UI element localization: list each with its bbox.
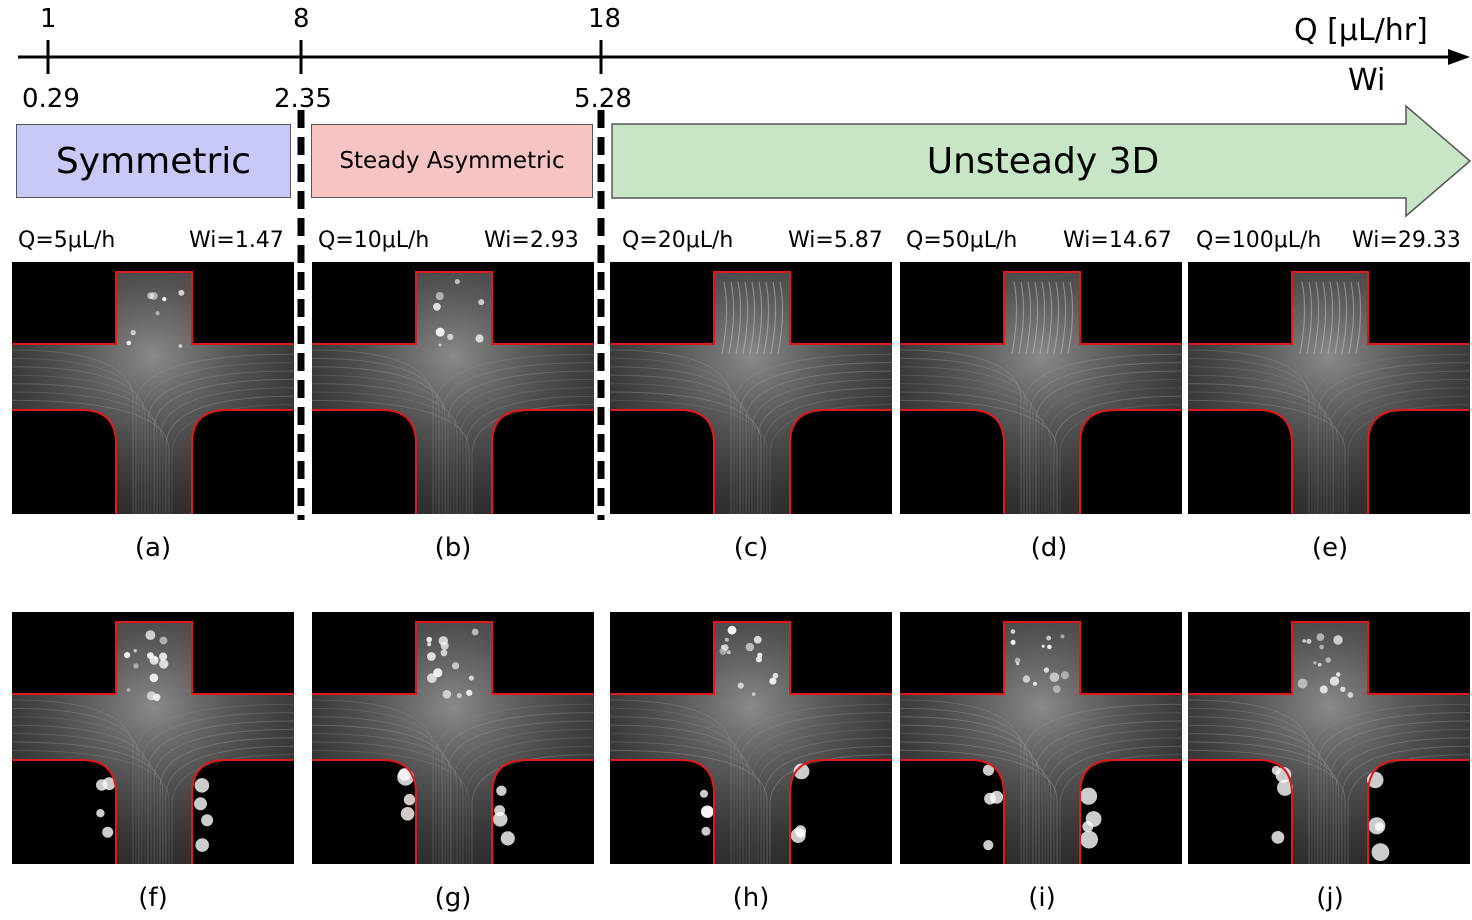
caption-h: (h) bbox=[732, 883, 770, 913]
caption-i: (i) bbox=[1028, 883, 1056, 913]
regime-unsteady-arrow bbox=[611, 104, 1472, 218]
micrograph-g bbox=[312, 612, 594, 864]
caption-f: (f) bbox=[138, 883, 168, 913]
caption-j: (j) bbox=[1316, 883, 1344, 913]
wi-tick-5.28: 5.28 bbox=[574, 84, 632, 114]
q-axis-label: Q [μL/hr] bbox=[1294, 13, 1428, 48]
wi-tick-2.35: 2.35 bbox=[274, 84, 332, 114]
micrograph-b bbox=[312, 262, 594, 514]
q-tick-8: 8 bbox=[293, 4, 310, 34]
cond-wi-b: Wi=2.93 bbox=[484, 228, 579, 253]
cond-wi-d: Wi=14.67 bbox=[1063, 228, 1172, 253]
caption-a: (a) bbox=[134, 533, 172, 563]
micrograph-j bbox=[1188, 612, 1470, 864]
caption-c: (c) bbox=[733, 533, 769, 563]
micrograph-d bbox=[900, 262, 1182, 514]
regime-label: Unsteady 3D bbox=[926, 140, 1160, 182]
cond-q-b: Q=10μL/h bbox=[318, 228, 430, 253]
cond-q-d: Q=50μL/h bbox=[906, 228, 1018, 253]
q-tick-18: 18 bbox=[588, 4, 622, 34]
regime-symmetric: Symmetric bbox=[16, 124, 291, 198]
caption-d: (d) bbox=[1030, 533, 1068, 563]
cond-q-c: Q=20μL/h bbox=[622, 228, 734, 253]
micrograph-a bbox=[12, 262, 294, 514]
flow-axis bbox=[18, 40, 1470, 74]
regime-label: Symmetric bbox=[55, 140, 252, 182]
cond-q-e: Q=100μL/h bbox=[1196, 228, 1322, 253]
cond-wi-a: Wi=1.47 bbox=[189, 228, 284, 253]
q-tick-1: 1 bbox=[40, 4, 57, 34]
caption-e: (e) bbox=[1311, 533, 1349, 563]
caption-g: (g) bbox=[434, 883, 472, 913]
micrograph-c bbox=[610, 262, 892, 514]
cond-wi-e: Wi=29.33 bbox=[1352, 228, 1461, 253]
micrograph-f bbox=[12, 612, 294, 864]
regime-label: Steady Asymmetric bbox=[339, 148, 565, 174]
regime-unsteady-3d-label-wrap: Unsteady 3D bbox=[612, 124, 1472, 198]
regime-steady-asymmetric: Steady Asymmetric bbox=[311, 124, 593, 198]
micrograph-e bbox=[1188, 262, 1470, 514]
regime-boundaries bbox=[297, 110, 605, 520]
wi-axis-label: Wi bbox=[1348, 63, 1386, 98]
cond-q-a: Q=5μL/h bbox=[18, 228, 116, 253]
cond-wi-c: Wi=5.87 bbox=[788, 228, 883, 253]
caption-b: (b) bbox=[434, 533, 472, 563]
axis-arrowhead bbox=[1448, 49, 1470, 65]
micrograph-h bbox=[610, 612, 892, 864]
micrograph-i bbox=[900, 612, 1182, 864]
wi-tick-0.29: 0.29 bbox=[22, 84, 80, 114]
